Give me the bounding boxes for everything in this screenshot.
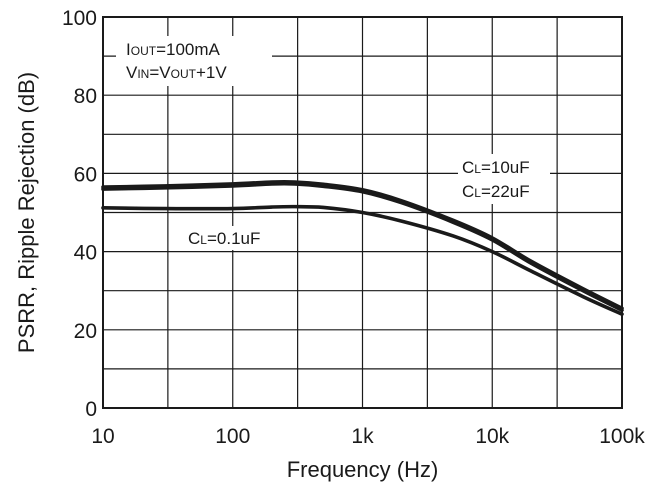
y-tick-label: 60 bbox=[74, 163, 97, 186]
y-tick-label: 40 bbox=[74, 242, 97, 265]
cl-low-label-background bbox=[182, 226, 290, 250]
y-tick-labels: 0 20 40 60 80 100 bbox=[62, 7, 97, 421]
conditions-annotation-background bbox=[116, 36, 272, 86]
series-label-cl-10uf: CL=10uF bbox=[462, 158, 530, 177]
series-line-3 bbox=[101, 204, 624, 316]
x-tick-label: 100 bbox=[215, 425, 250, 448]
x-tick-label: 1k bbox=[351, 425, 374, 448]
x-tick-label: 10k bbox=[475, 425, 509, 448]
cl-high-label-background bbox=[458, 154, 550, 204]
y-tick-label: 20 bbox=[74, 320, 97, 343]
series-layer bbox=[101, 179, 624, 316]
grid bbox=[102, 16, 623, 409]
plot-frame bbox=[102, 16, 623, 409]
y-axis-title: PSRR, Ripple Rejection (dB) bbox=[14, 72, 39, 353]
x-axis-title: Frequency (Hz) bbox=[287, 457, 439, 482]
y-tick-label: 100 bbox=[62, 7, 97, 30]
condition-vin: VIN=VOUT+1V bbox=[126, 63, 227, 82]
series-line-2 bbox=[101, 181, 624, 313]
x-tick-label: 100k bbox=[599, 425, 645, 448]
y-tick-label: 80 bbox=[74, 85, 97, 108]
x-tick-labels: 10 100 1k 10k 100k bbox=[91, 425, 645, 448]
series-label-cl-22uf: CL=22uF bbox=[462, 182, 530, 201]
series-label-cl-0-1uf: CL=0.1uF bbox=[188, 229, 260, 248]
y-tick-label: 0 bbox=[85, 398, 97, 421]
x-tick-label: 10 bbox=[91, 425, 114, 448]
condition-iout: IOUT=100mA bbox=[126, 40, 221, 59]
